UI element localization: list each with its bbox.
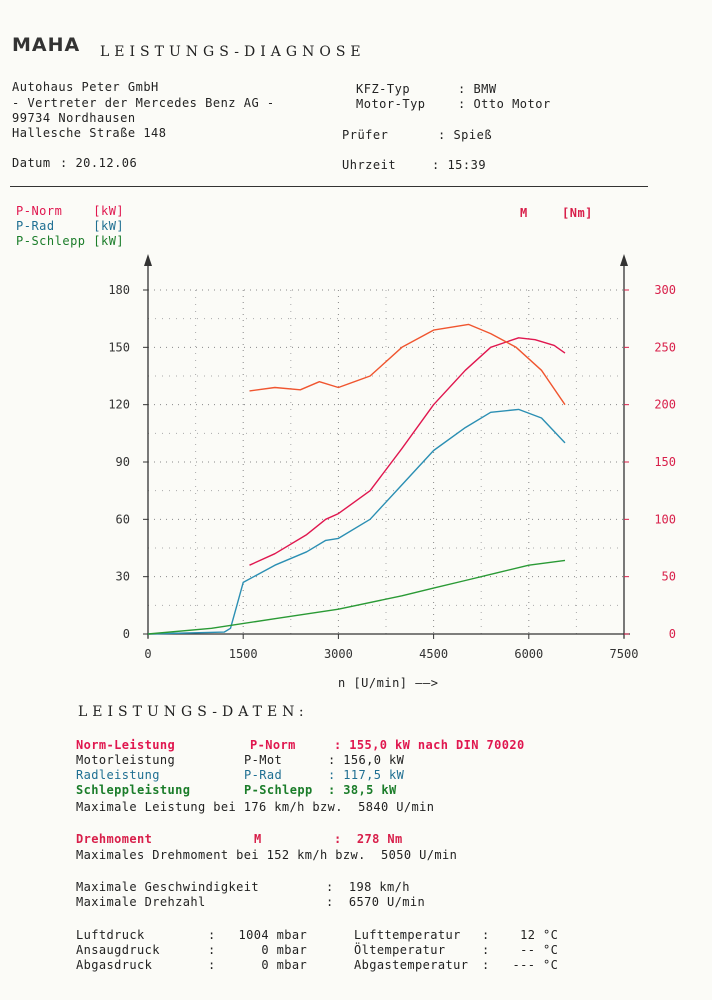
kfz-value: : BMW [458, 82, 497, 96]
oeltemp-value: : -- °C [482, 943, 559, 957]
y-tick-label-left: 120 [108, 398, 130, 412]
header-divider [10, 186, 648, 187]
motor-power-value: : 156,0 kW [328, 753, 405, 767]
uhrzeit-label: Uhrzeit [342, 158, 397, 172]
oeltemp-label: Öltemperatur [354, 943, 446, 957]
torque-symbol: M [254, 832, 262, 846]
date-value: : 20.12.06 [60, 156, 138, 170]
motor-value: : Otto Motor [458, 97, 551, 111]
y-tick-label-right: 300 [654, 283, 676, 297]
motor-label: Motor-Typ [356, 97, 426, 111]
series-line-p-norm [249, 337, 566, 566]
date-label: Datum [12, 156, 51, 170]
chart-grid [148, 289, 625, 634]
legend-p-rad: P-Rad [kW] [16, 219, 125, 233]
max-power-line: Maximale Leistung bei 176 km/h bzw. 5840… [76, 800, 435, 814]
power-torque-chart: 0 1500 3000 4500 6000 7500 0 30 60 90 120 150 180 0 50… [108, 254, 676, 661]
schlepp-value: : 38,5 kW [328, 783, 397, 797]
abgasdruck-label: Abgasdruck [76, 958, 153, 972]
chart-ticks: 0 1500 3000 4500 6000 7500 0 30 60 90 120 150 180 0 50… [108, 283, 676, 661]
company-line-1: Autohaus Peter GmbH [12, 80, 159, 94]
legend-m: M [520, 206, 528, 220]
pruefer-value: : Spieß [438, 128, 493, 142]
abgastemp-value: : --- °C [482, 958, 559, 972]
nmax-label: Maximale Drehzahl [76, 895, 206, 909]
luftdruck-value: : 1004 mbar [208, 928, 308, 942]
legend-p-schlepp: P-Schlepp [kW] [16, 234, 125, 248]
company-line-4: Hallesche Straße 148 [12, 126, 167, 140]
x-axis-label: n [U/min] ——> [338, 676, 439, 690]
norm-symbol: P-Norm [250, 738, 296, 752]
chart-series [147, 323, 566, 635]
y-tick-label-right: 100 [654, 512, 676, 526]
x-tick-label: 3000 [324, 647, 353, 661]
x-tick-label: 1500 [229, 647, 258, 661]
vmax-label: Maximale Geschwindigkeit [76, 880, 259, 894]
x-tick-label: 7500 [610, 647, 639, 661]
rad-symbol: P-Rad [244, 768, 283, 782]
schlepp-symbol: P-Schlepp [244, 783, 313, 797]
y-tick-label-left: 60 [116, 512, 130, 526]
kfz-label: KFZ-Typ [356, 82, 411, 96]
abgasdruck-value: : 0 mbar [208, 958, 308, 972]
torque-value: : 278 Nm [334, 832, 403, 846]
y-axis-left-arrow [144, 254, 152, 266]
y-tick-label-right: 150 [654, 455, 676, 469]
max-torque-line: Maximales Drehmoment bei 152 km/h bzw. 5… [76, 848, 458, 862]
ansaugdruck-label: Ansaugdruck [76, 943, 160, 957]
lufttemp-label: Lufttemperatur [354, 928, 461, 942]
series-line-p-schlepp [147, 559, 566, 635]
y-axis-right-arrow [620, 254, 628, 266]
y-tick-label-left: 150 [108, 340, 130, 354]
legend-m-unit: [Nm] [562, 206, 593, 220]
y-tick-label-right: 0 [669, 627, 676, 641]
report-title: LEISTUNGS-DIAGNOSE [100, 44, 366, 60]
y-tick-label-left: 30 [116, 570, 130, 584]
x-tick-label: 0 [144, 647, 151, 661]
x-tick-label: 6000 [514, 647, 543, 661]
torque-label: Drehmoment [76, 832, 153, 846]
pruefer-label: Prüfer [342, 128, 389, 142]
motor-power-symbol: P-Mot [244, 753, 283, 767]
y-tick-label-left: 180 [108, 283, 130, 297]
norm-label: Norm-Leistung [76, 738, 176, 752]
series-line-m [249, 323, 566, 406]
motor-power-label: Motorleistung [76, 753, 176, 767]
rad-value: : 117,5 kW [328, 768, 405, 782]
y-tick-label-left: 0 [123, 627, 130, 641]
maha-logo: MAHA [12, 34, 81, 56]
lufttemp-value: : 12 °C [482, 928, 559, 942]
schlepp-label: Schleppleistung [76, 783, 191, 797]
chart-axes [144, 254, 630, 638]
data-title: LEISTUNGS-DATEN: [78, 704, 309, 720]
nmax-value: : 6570 U/min [326, 895, 426, 909]
vmax-value: : 198 km/h [326, 880, 410, 894]
uhrzeit-value: : 15:39 [432, 158, 487, 172]
luftdruck-label: Luftdruck [76, 928, 145, 942]
series-line-p-rad [147, 408, 566, 635]
ansaugdruck-value: : 0 mbar [208, 943, 308, 957]
y-tick-label-right: 250 [654, 340, 676, 354]
legend-p-norm: P-Norm [kW] [16, 204, 125, 218]
abgastemp-label: Abgastemperatur [354, 958, 469, 972]
y-tick-label-right: 50 [662, 570, 676, 584]
y-tick-label-left: 90 [116, 455, 130, 469]
y-tick-label-right: 200 [654, 398, 676, 412]
company-line-2: - Vertreter der Mercedes Benz AG - [12, 96, 275, 110]
rad-label: Radleistung [76, 768, 160, 782]
x-tick-label: 4500 [419, 647, 448, 661]
norm-value: : 155,0 kW nach DIN 70020 [334, 738, 525, 752]
company-line-3: 99734 Nordhausen [12, 111, 136, 125]
